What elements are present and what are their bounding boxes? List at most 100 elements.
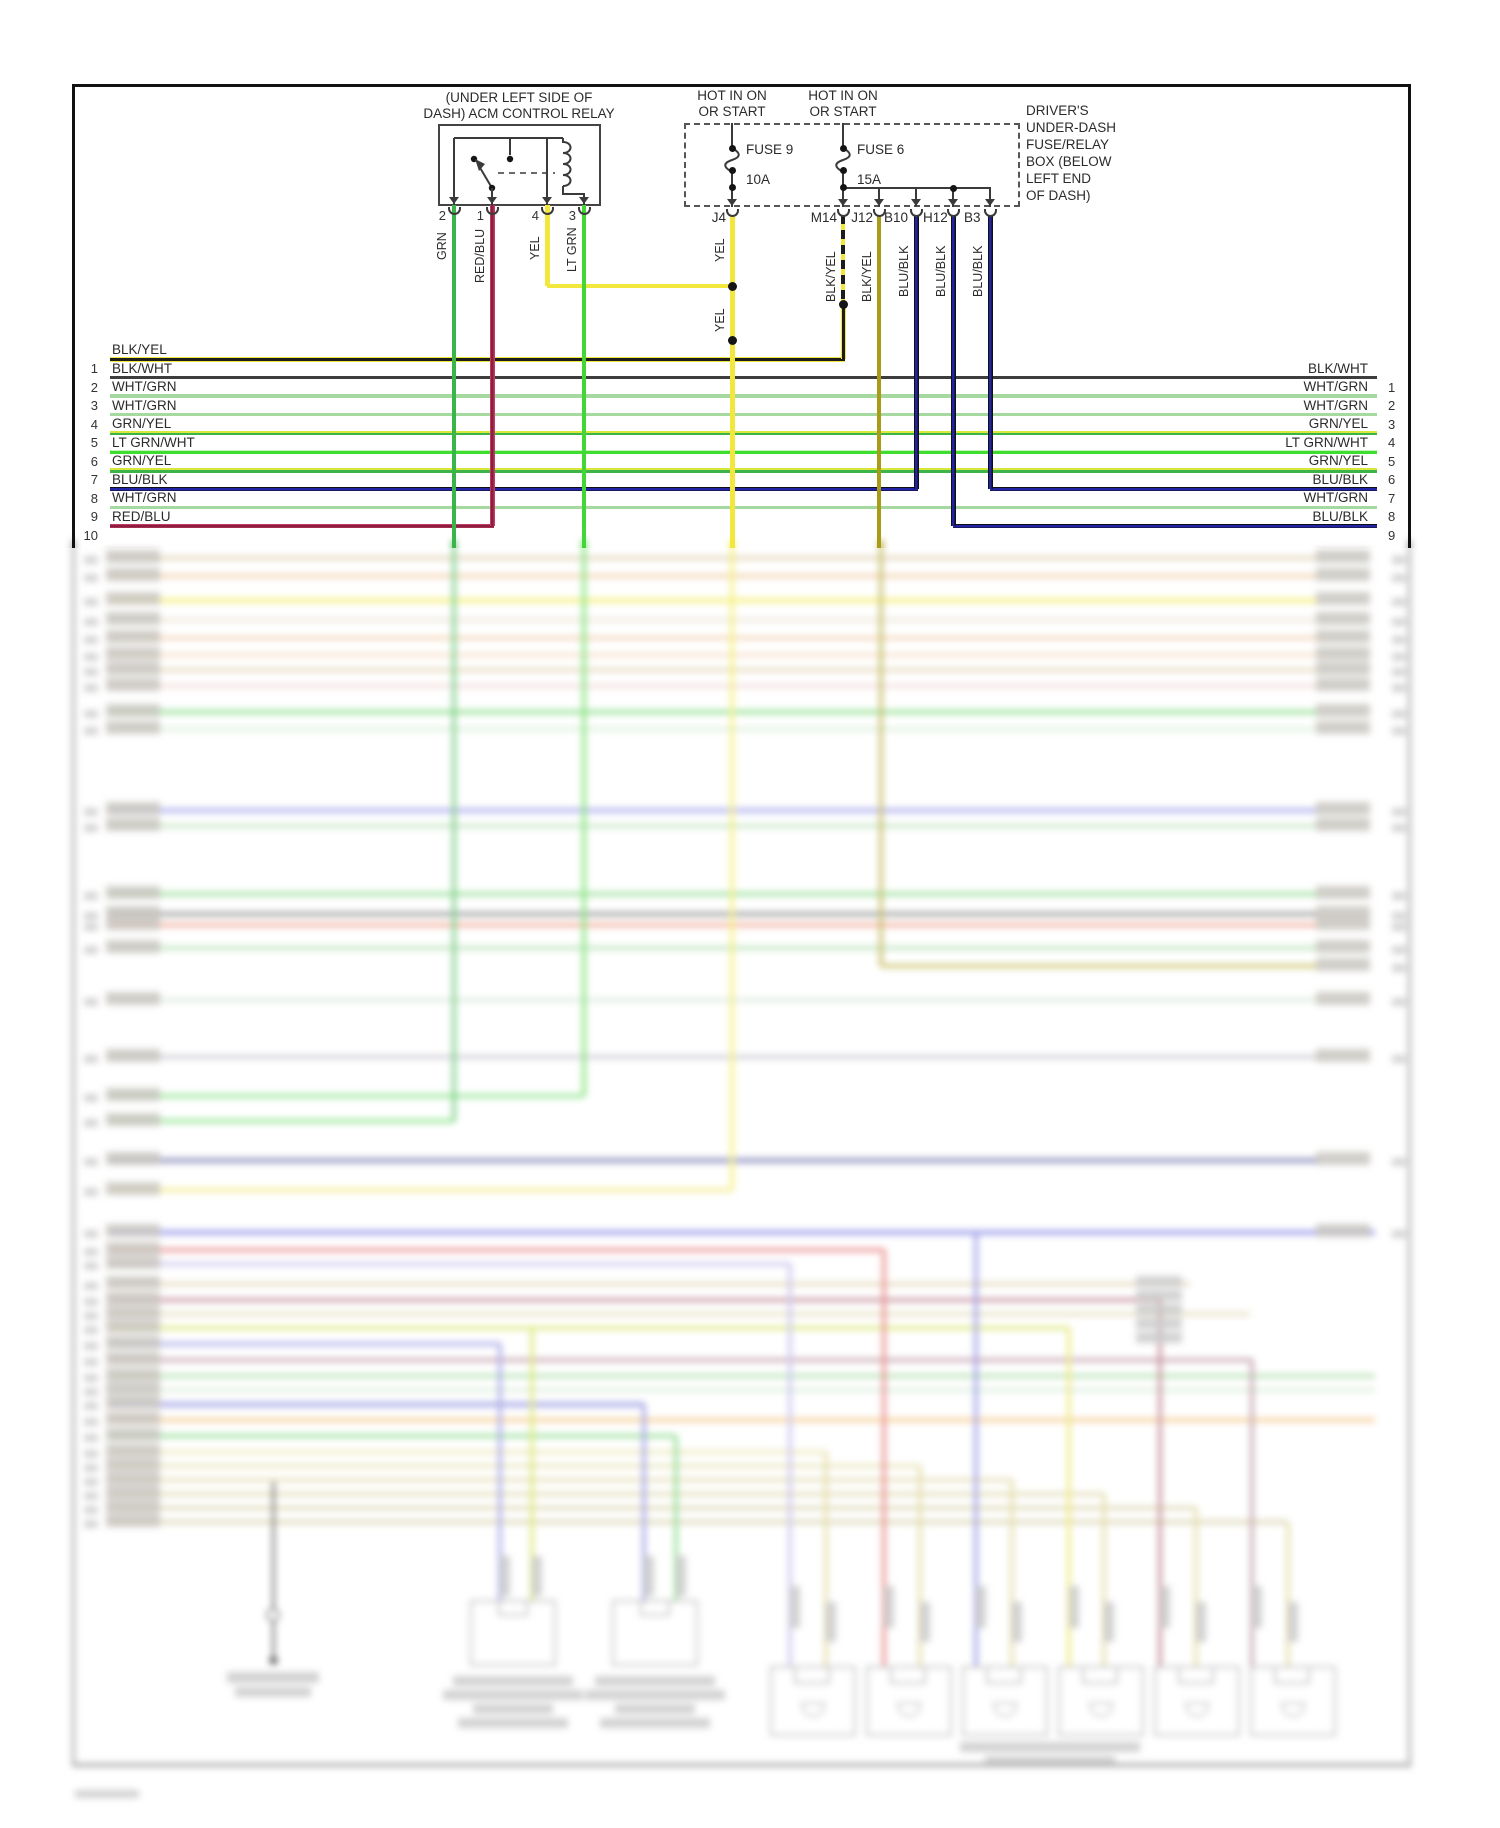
- connector-arrow-icon: [911, 199, 921, 206]
- blurred-number: [84, 1402, 98, 1410]
- blurred-number: [1392, 684, 1406, 692]
- row-left-label: LT GRN/WHT: [112, 434, 195, 450]
- relay-pin-2: 2: [438, 208, 446, 223]
- blurred-label: [106, 1486, 160, 1499]
- blurred-wire-drop: [1067, 1328, 1071, 1666]
- row-left-RED/BLU: [110, 523, 494, 529]
- blurred-number: [84, 1464, 98, 1472]
- blurred-wire-row: [110, 892, 1318, 896]
- fuse6-icon: [835, 148, 851, 172]
- blurred-wire-row: [110, 597, 1318, 603]
- row-left-BLK/YEL: [110, 356, 845, 362]
- blurred-text: [458, 1718, 568, 1728]
- fuse6-name: FUSE 6: [857, 142, 905, 157]
- grn-wire: [452, 205, 456, 548]
- blurred-number: [1392, 727, 1406, 735]
- wire-label-b3: BLU/BLK: [971, 245, 985, 297]
- blurred-wire-row: [110, 1450, 826, 1454]
- fuse9-name: FUSE 9: [746, 142, 794, 157]
- relay-pin-3: 3: [568, 208, 576, 223]
- blurred-label: [1316, 906, 1370, 919]
- blurred-text: [985, 1756, 1115, 1766]
- wire-label-yel: YEL: [528, 236, 542, 260]
- blurred-wire-row: [110, 807, 1318, 813]
- blurred-wire-drop: [788, 1264, 792, 1666]
- blurred-number: [1392, 923, 1406, 931]
- ltgrn-wire: [582, 205, 586, 548]
- blurred-number: [1392, 668, 1406, 676]
- blurred-text: [585, 1690, 725, 1700]
- blurred-label: [106, 550, 160, 563]
- row-right-label: WHT/GRN: [1303, 490, 1369, 506]
- wire-label-h12: BLU/BLK: [934, 245, 948, 297]
- blurred-number: [84, 1094, 98, 1102]
- blurred-number: [1392, 1230, 1406, 1238]
- row-left-label: RED/BLU: [112, 508, 171, 524]
- blurred-text: [1288, 1602, 1298, 1642]
- blurred-label: [1316, 678, 1370, 691]
- blurred-ground-symbol: [266, 1608, 280, 1622]
- blurred-number: [84, 946, 98, 954]
- connector-socket-icon: [577, 207, 591, 215]
- blurred-label: [106, 568, 160, 581]
- blurred-wire-drop: [452, 540, 456, 1121]
- blurred-wire-row: [110, 668, 1318, 672]
- blurred-label: [106, 1088, 160, 1101]
- blurred-number: [1392, 618, 1406, 626]
- blurred-wire-row: [110, 618, 1318, 622]
- blurred-wire-row: [110, 998, 1318, 1002]
- row-left-BLK/WHT: [110, 375, 1377, 380]
- junction-dot: [839, 144, 847, 152]
- row-right-label: WHT/GRN: [1303, 397, 1369, 413]
- blurred-text: [75, 1790, 139, 1798]
- blurred-wire-drop: [271, 1482, 275, 1662]
- blurred-label: [106, 1276, 160, 1289]
- blurred-label: [106, 906, 160, 919]
- blurred-label: [1316, 917, 1370, 930]
- blurred-number: [1392, 636, 1406, 644]
- j12-blkyel: [877, 215, 881, 548]
- feed2-line2: OR START: [809, 104, 877, 119]
- b3-blublk: [988, 215, 993, 489]
- row-right-number: 5: [1388, 453, 1396, 469]
- blurred-label: [1316, 612, 1370, 625]
- blurred-wire-row: [110, 1188, 732, 1192]
- border-top: [72, 84, 1411, 87]
- blurred-wire-drop: [1250, 1360, 1254, 1666]
- blurred-wire-row: [110, 1248, 884, 1252]
- fuse6-rating: 15A: [857, 172, 882, 187]
- relay-title-line1: (UNDER LEFT SIDE OF: [445, 90, 593, 105]
- blurred-wire-drop: [879, 540, 883, 966]
- blurred-number: [84, 1230, 98, 1238]
- blurred-label: [106, 1182, 160, 1195]
- row-right-label: GRN/YEL: [1308, 453, 1368, 469]
- feed1-line2: OR START: [698, 104, 766, 119]
- row-left-number: 5: [90, 435, 98, 451]
- row-right-number: 9: [1388, 527, 1396, 543]
- blurred-wire-drop: [1010, 1480, 1014, 1666]
- blurred-label: [106, 1320, 160, 1333]
- blurred-wire-drop: [642, 1404, 646, 1600]
- blurred-speaker-notch: [1178, 1666, 1214, 1684]
- blurred-number: [84, 574, 98, 582]
- blurred-label: [106, 1428, 160, 1441]
- blurred-number: [1392, 1055, 1406, 1063]
- blurred-label: [106, 1368, 160, 1381]
- blurred-label: [106, 802, 160, 815]
- blurred-number: [1392, 598, 1406, 606]
- fuse9-rating: 10A: [746, 172, 771, 187]
- blurred-number: [1392, 964, 1406, 972]
- blurred-wire-row: [110, 1358, 1252, 1362]
- blurred-speaker-cone: [801, 1702, 825, 1717]
- blurred-wire-drop: [882, 1250, 886, 1666]
- blurred-label: [106, 630, 160, 643]
- blurred-text: [1136, 1318, 1182, 1329]
- wire-label-redblu: RED/BLU: [473, 228, 487, 283]
- blurred-label: [1316, 630, 1370, 643]
- blurred-wire-row: [110, 653, 1318, 657]
- connector-arrow-icon: [838, 199, 848, 206]
- blurred-number: [84, 710, 98, 718]
- blurred-wire-row: [110, 1520, 1288, 1524]
